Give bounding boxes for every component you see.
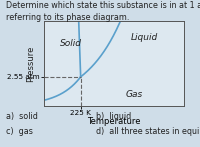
Text: d)  all three states in equilibrium: d) all three states in equilibrium <box>96 127 200 136</box>
Text: a)  solid: a) solid <box>6 112 38 121</box>
Text: Determine which state this substance is in at 1 atm and 298 K by: Determine which state this substance is … <box>6 1 200 10</box>
Text: c)  gas: c) gas <box>6 127 33 136</box>
Text: referring to its phase diagram.: referring to its phase diagram. <box>6 13 129 22</box>
Text: Liquid: Liquid <box>130 33 158 42</box>
Text: b)  liquid: b) liquid <box>96 112 131 121</box>
Text: Pressure: Pressure <box>26 46 36 82</box>
Text: Solid: Solid <box>60 39 82 48</box>
X-axis label: Temperature: Temperature <box>87 117 141 126</box>
Text: Gas: Gas <box>125 90 143 99</box>
